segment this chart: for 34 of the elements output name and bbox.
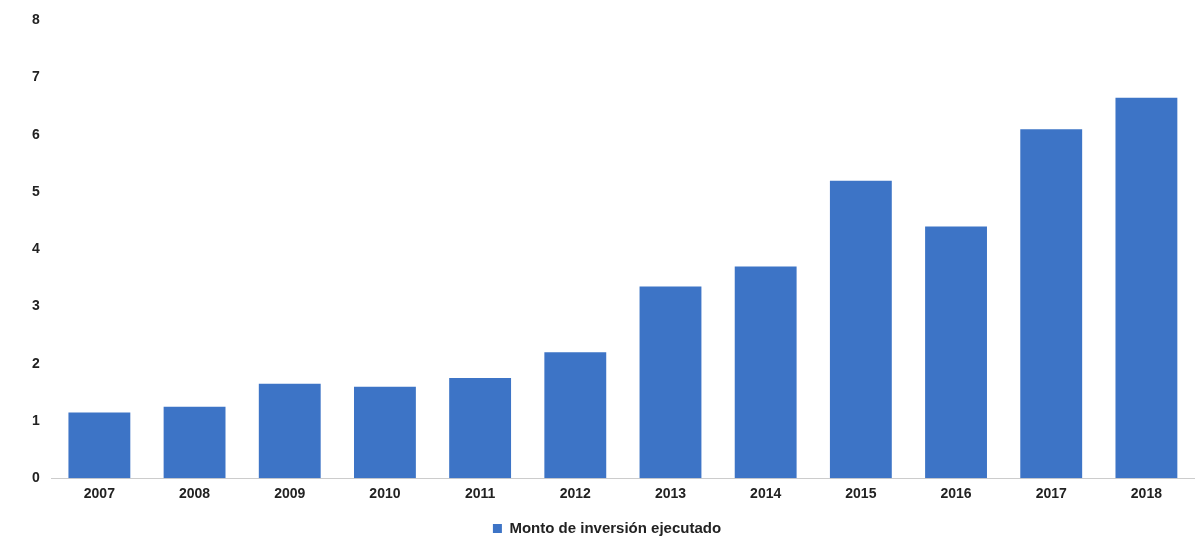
bar	[1115, 97, 1178, 479]
x-tick-label: 2007	[83, 485, 116, 502]
bar	[544, 352, 607, 479]
x-tick-label: 2012	[559, 485, 592, 502]
bar	[449, 378, 512, 479]
x-tick-label: 2008	[178, 485, 211, 502]
y-tick-label: 4	[31, 240, 40, 257]
x-tick-label: 2016	[940, 485, 972, 502]
x-tick-label: 2011	[464, 485, 496, 502]
y-tick-label: 8	[31, 11, 40, 28]
y-tick-label: 6	[31, 125, 40, 142]
y-tick-label: 3	[31, 297, 40, 314]
bar	[1020, 129, 1083, 479]
x-tick-label: 2013	[654, 485, 687, 502]
bar	[258, 383, 321, 479]
bar	[829, 180, 892, 479]
bar	[163, 406, 226, 479]
y-tick-label: 1	[31, 411, 40, 428]
x-tick-label: 2018	[1130, 485, 1163, 502]
x-tick-label: 2014	[750, 485, 782, 502]
y-tick-label: 7	[31, 68, 40, 85]
x-tick-label: 2017	[1035, 485, 1067, 502]
x-tick-label: 2015	[845, 485, 877, 502]
bar	[734, 266, 797, 479]
bar	[68, 412, 131, 479]
bar	[639, 286, 702, 479]
x-tick-label: 2010	[369, 485, 401, 502]
x-tick-label: 2009	[274, 485, 306, 502]
bar	[354, 386, 416, 479]
bar	[925, 226, 987, 479]
y-tick-label: 0	[31, 469, 40, 486]
legend-label: Monto de inversión ejecutado	[509, 518, 722, 536]
y-tick-label: 2	[31, 354, 40, 371]
y-tick-label: 5	[31, 182, 40, 199]
